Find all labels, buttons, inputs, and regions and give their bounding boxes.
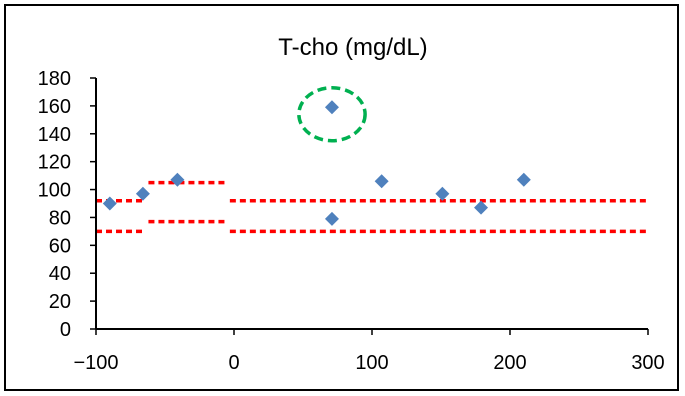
data-point: [435, 186, 450, 201]
x-tick-label: 0: [228, 352, 239, 374]
chart-title: T-cho (mg/dL): [278, 34, 427, 61]
data-point: [102, 196, 117, 211]
highlight-layer: [297, 86, 367, 143]
y-tick-label: 0: [60, 319, 71, 341]
data-point: [516, 172, 531, 187]
x-tick-label: 100: [355, 352, 388, 374]
data-points: [102, 100, 531, 226]
data-point: [374, 174, 389, 189]
data-point: [324, 211, 339, 226]
highlight-ellipse: [297, 86, 367, 143]
y-tick-label: 100: [38, 180, 71, 202]
y-tick-label: 80: [49, 207, 71, 229]
y-tick-label: 20: [49, 291, 71, 313]
y-axis-ticks: 0 20 40 60 80 100 120 140 160 180: [38, 68, 96, 341]
data-point: [135, 186, 150, 201]
y-tick-label: 160: [38, 96, 71, 118]
y-tick-label: 60: [49, 235, 71, 257]
reference-lines: [96, 180, 648, 234]
y-tick-label: 40: [49, 263, 71, 285]
data-point: [324, 100, 339, 115]
y-tick-label: 180: [38, 68, 71, 90]
chart-border: [4, 4, 679, 391]
x-tick-label: −100: [73, 352, 118, 374]
data-point: [474, 200, 489, 215]
x-axis-ticks: −100 0 100 200 300: [73, 329, 665, 374]
data-point: [170, 172, 185, 187]
y-tick-label: 120: [38, 152, 71, 174]
x-tick-label: 200: [493, 352, 526, 374]
y-tick-label: 140: [38, 124, 71, 146]
x-tick-label: 300: [631, 352, 664, 374]
